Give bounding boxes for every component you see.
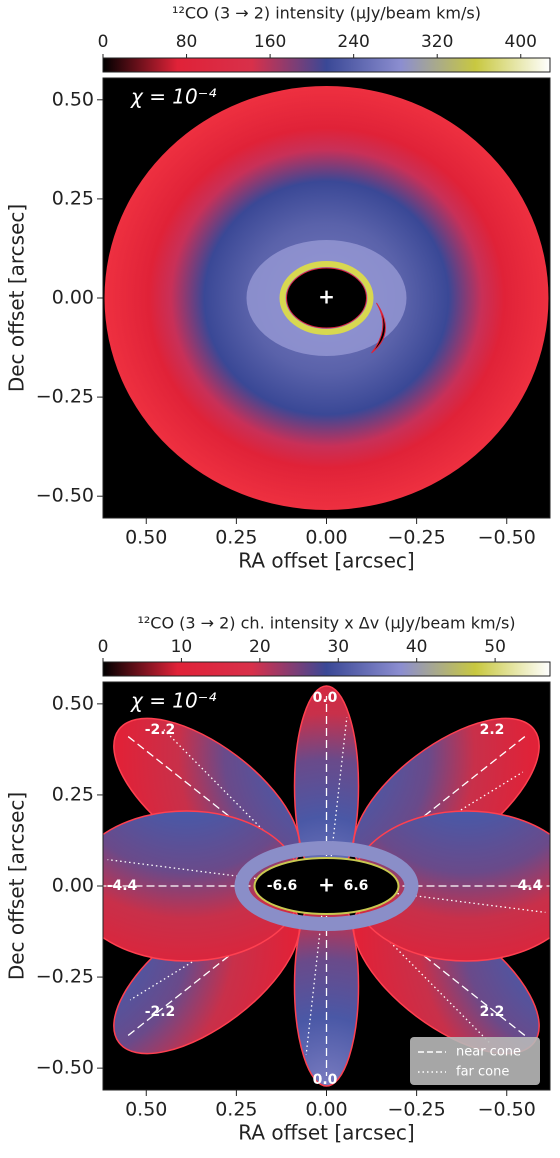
colorbar-label: ¹²CO (3 → 2) intensity (μJy/beam km/s) bbox=[172, 4, 481, 23]
velocity-label: -2.2 bbox=[145, 1004, 176, 1020]
velocity-label: 6.6 bbox=[344, 878, 369, 894]
colorbar bbox=[103, 662, 550, 676]
colorbar-tick-label: 20 bbox=[249, 637, 271, 657]
y-tick-label: 0.25 bbox=[52, 783, 94, 805]
colorbar-tick-label: 0 bbox=[98, 32, 109, 52]
legend-label: near cone bbox=[456, 1045, 521, 1060]
x-axis-label: RA offset [arcsec] bbox=[238, 1121, 414, 1145]
velocity-label: -4.4 bbox=[107, 878, 138, 894]
y-tick-label: −0.50 bbox=[36, 485, 94, 507]
x-tick-label: −0.50 bbox=[478, 527, 536, 549]
velocity-label: 0.0 bbox=[313, 1072, 338, 1088]
colorbar-tick-label: 160 bbox=[254, 32, 286, 52]
colorbar-tick-label: 400 bbox=[505, 32, 537, 52]
x-tick-label: 0.25 bbox=[215, 527, 257, 549]
y-tick-label: −0.25 bbox=[36, 966, 94, 988]
x-tick-label: 0.00 bbox=[305, 527, 347, 549]
y-tick-label: 0.50 bbox=[52, 88, 94, 110]
colorbar bbox=[103, 58, 550, 72]
velocity-label: -6.6 bbox=[267, 878, 298, 894]
colorbar-tick-label: 240 bbox=[337, 32, 369, 52]
x-tick-label: 0.50 bbox=[125, 1099, 167, 1121]
colorbar-tick-label: 80 bbox=[176, 32, 198, 52]
y-tick-label: 0.50 bbox=[52, 692, 94, 714]
x-tick-label: −0.50 bbox=[478, 1099, 536, 1121]
y-tick-label: 0.00 bbox=[52, 287, 94, 309]
colorbar-tick-label: 10 bbox=[171, 637, 193, 657]
x-tick-label: 0.50 bbox=[125, 527, 167, 549]
y-tick-label: −0.25 bbox=[36, 386, 94, 408]
center-marker: + bbox=[318, 873, 335, 897]
velocity-label: 2.2 bbox=[480, 722, 505, 738]
y-tick-label: −0.50 bbox=[36, 1057, 94, 1079]
velocity-label: -2.2 bbox=[145, 722, 176, 738]
legend-label: far cone bbox=[456, 1065, 509, 1080]
colorbar-tick-label: 40 bbox=[406, 637, 428, 657]
x-axis-label: RA offset [arcsec] bbox=[238, 549, 414, 573]
colorbar-tick-label: 320 bbox=[421, 32, 453, 52]
velocity-label: 2.2 bbox=[480, 1004, 505, 1020]
y-tick-label: 0.25 bbox=[52, 187, 94, 209]
y-tick-label: 0.00 bbox=[52, 875, 94, 897]
colorbar-tick-label: 50 bbox=[484, 637, 506, 657]
x-tick-label: 0.00 bbox=[305, 1099, 347, 1121]
y-axis-label: Dec offset [arcsec] bbox=[5, 792, 29, 980]
velocity-label: 0.0 bbox=[313, 690, 338, 706]
colorbar-label: ¹²CO (3 → 2) ch. intensity x Δv (μJy/bea… bbox=[137, 614, 515, 633]
center-marker: + bbox=[318, 285, 335, 309]
annotation: χ = 10⁻⁴ bbox=[130, 85, 216, 109]
x-tick-label: −0.25 bbox=[388, 1099, 446, 1121]
annotation: χ = 10⁻⁴ bbox=[130, 689, 216, 713]
colorbar-tick-label: 30 bbox=[327, 637, 349, 657]
y-axis-label: Dec offset [arcsec] bbox=[5, 204, 29, 392]
x-tick-label: 0.25 bbox=[215, 1099, 257, 1121]
x-tick-label: −0.25 bbox=[388, 527, 446, 549]
colorbar-tick-label: 0 bbox=[98, 637, 109, 657]
image: 0.0 2.2 4.4 2.2 0.0 -2.2 -4.4 -2.2 -6.6 6.6 bbox=[72, 686, 560, 1088]
velocity-label: 4.4 bbox=[518, 878, 543, 894]
